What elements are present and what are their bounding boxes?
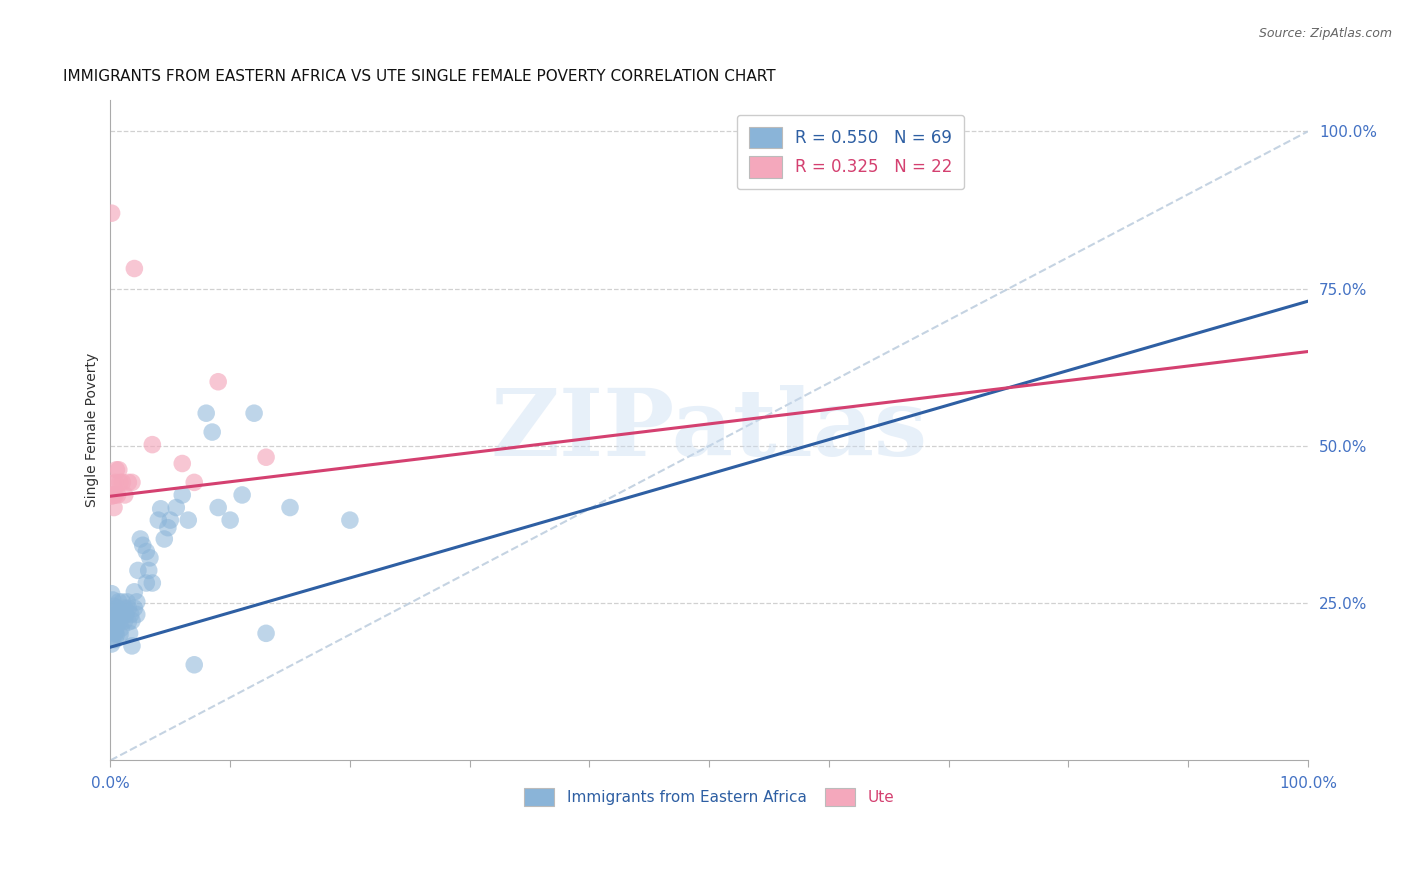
- Point: [207, 500, 229, 515]
- Point: [124, 261, 146, 276]
- Point: [103, 615, 125, 629]
- Point: [107, 488, 129, 502]
- Point: [107, 463, 129, 477]
- Point: [339, 513, 361, 527]
- Point: [124, 601, 146, 615]
- Point: [254, 450, 277, 465]
- Point: [148, 513, 170, 527]
- Point: [183, 657, 205, 672]
- Point: [120, 607, 142, 622]
- Text: ZIPatlas: ZIPatlas: [491, 385, 928, 475]
- Point: [105, 620, 128, 634]
- Point: [141, 576, 163, 591]
- Point: [105, 607, 128, 622]
- Point: [183, 475, 205, 490]
- Point: [117, 615, 139, 629]
- Point: [105, 627, 128, 641]
- Point: [103, 618, 125, 632]
- Point: [141, 437, 163, 451]
- Y-axis label: Single Female Poverty: Single Female Poverty: [86, 353, 100, 508]
- Point: [104, 488, 127, 502]
- Point: [118, 626, 141, 640]
- Point: [201, 425, 224, 439]
- Point: [129, 532, 152, 546]
- Point: [195, 406, 218, 420]
- Point: [104, 626, 127, 640]
- Point: [153, 532, 176, 546]
- Point: [121, 639, 143, 653]
- Legend: Immigrants from Eastern Africa, Ute: Immigrants from Eastern Africa, Ute: [517, 782, 900, 813]
- Point: [104, 475, 127, 490]
- Point: [125, 607, 148, 622]
- Point: [108, 614, 131, 628]
- Point: [156, 521, 179, 535]
- Point: [165, 500, 187, 515]
- Point: [121, 614, 143, 628]
- Point: [100, 206, 122, 220]
- Point: [100, 637, 122, 651]
- Point: [117, 601, 139, 615]
- Point: [110, 621, 132, 635]
- Point: [101, 593, 124, 607]
- Point: [111, 475, 134, 490]
- Point: [101, 618, 124, 632]
- Point: [107, 614, 129, 628]
- Point: [107, 601, 129, 615]
- Point: [111, 595, 134, 609]
- Point: [254, 626, 277, 640]
- Point: [219, 513, 242, 527]
- Point: [105, 463, 128, 477]
- Text: Source: ZipAtlas.com: Source: ZipAtlas.com: [1258, 27, 1392, 40]
- Point: [111, 607, 134, 622]
- Point: [100, 602, 122, 616]
- Point: [101, 608, 124, 623]
- Point: [125, 595, 148, 609]
- Point: [101, 476, 124, 491]
- Point: [278, 500, 301, 515]
- Point: [100, 587, 122, 601]
- Text: IMMIGRANTS FROM EASTERN AFRICA VS UTE SINGLE FEMALE POVERTY CORRELATION CHART: IMMIGRANTS FROM EASTERN AFRICA VS UTE SI…: [62, 69, 775, 84]
- Point: [104, 612, 127, 626]
- Point: [107, 607, 129, 622]
- Point: [139, 550, 162, 565]
- Point: [108, 475, 131, 490]
- Point: [104, 632, 127, 647]
- Point: [207, 375, 229, 389]
- Point: [107, 595, 129, 609]
- Point: [132, 538, 155, 552]
- Point: [103, 488, 125, 502]
- Point: [108, 627, 131, 641]
- Point: [103, 624, 125, 639]
- Point: [177, 513, 200, 527]
- Point: [231, 488, 253, 502]
- Point: [114, 488, 136, 502]
- Point: [101, 488, 124, 502]
- Point: [159, 513, 181, 527]
- Point: [138, 564, 160, 578]
- Point: [103, 599, 125, 614]
- Point: [115, 595, 138, 609]
- Point: [135, 576, 157, 591]
- Point: [100, 621, 122, 635]
- Point: [127, 564, 149, 578]
- Point: [124, 584, 146, 599]
- Point: [101, 631, 124, 645]
- Point: [121, 475, 143, 490]
- Point: [100, 489, 122, 503]
- Point: [114, 601, 136, 615]
- Point: [117, 475, 139, 490]
- Point: [149, 501, 172, 516]
- Point: [103, 500, 125, 515]
- Point: [172, 457, 194, 471]
- Point: [243, 406, 266, 420]
- Point: [135, 544, 157, 558]
- Point: [100, 615, 122, 629]
- Point: [101, 612, 124, 626]
- Point: [114, 614, 136, 628]
- Point: [115, 607, 138, 622]
- Point: [172, 488, 194, 502]
